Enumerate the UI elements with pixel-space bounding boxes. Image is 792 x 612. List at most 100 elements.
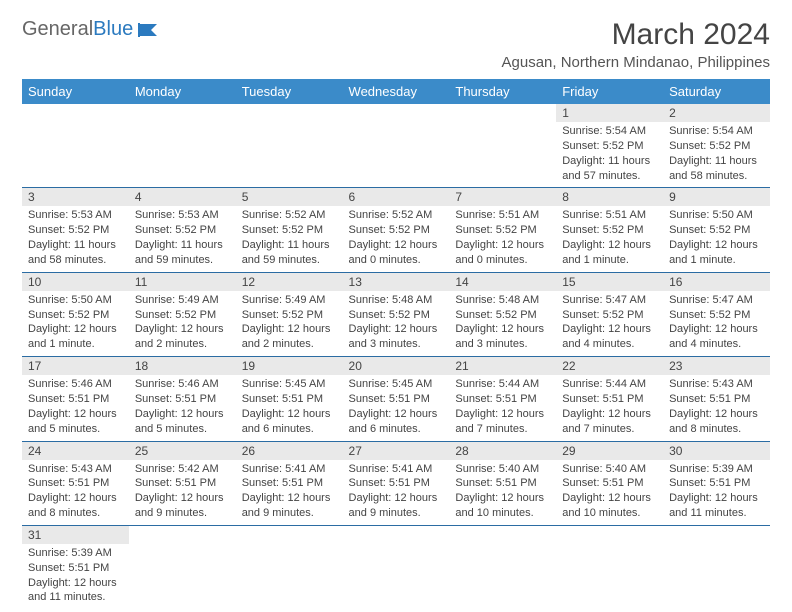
day-info: Sunrise: 5:40 AMSunset: 5:51 PMDaylight:… — [556, 460, 663, 525]
calendar-cell: 28Sunrise: 5:40 AMSunset: 5:51 PMDayligh… — [449, 441, 556, 525]
day-number: 29 — [556, 442, 663, 460]
day-number: 4 — [129, 188, 236, 206]
calendar-cell — [22, 104, 129, 188]
day-info: Sunrise: 5:53 AMSunset: 5:52 PMDaylight:… — [22, 206, 129, 271]
logo-text-general: General — [22, 18, 93, 41]
calendar-cell: 7Sunrise: 5:51 AMSunset: 5:52 PMDaylight… — [449, 188, 556, 272]
day-number: 25 — [129, 442, 236, 460]
calendar-table: Sunday Monday Tuesday Wednesday Thursday… — [22, 79, 770, 609]
table-row: 1Sunrise: 5:54 AMSunset: 5:52 PMDaylight… — [22, 104, 770, 188]
day-number: 8 — [556, 188, 663, 206]
day-info: Sunrise: 5:54 AMSunset: 5:52 PMDaylight:… — [663, 122, 770, 187]
calendar-cell — [129, 525, 236, 609]
day-number: 3 — [22, 188, 129, 206]
day-info: Sunrise: 5:52 AMSunset: 5:52 PMDaylight:… — [343, 206, 450, 271]
day-number: 28 — [449, 442, 556, 460]
header-monday: Monday — [129, 79, 236, 104]
calendar-cell: 13Sunrise: 5:48 AMSunset: 5:52 PMDayligh… — [343, 272, 450, 356]
table-row: 10Sunrise: 5:50 AMSunset: 5:52 PMDayligh… — [22, 272, 770, 356]
day-number: 16 — [663, 273, 770, 291]
header-tuesday: Tuesday — [236, 79, 343, 104]
day-number: 5 — [236, 188, 343, 206]
day-number: 18 — [129, 357, 236, 375]
day-number: 13 — [343, 273, 450, 291]
calendar-cell: 29Sunrise: 5:40 AMSunset: 5:51 PMDayligh… — [556, 441, 663, 525]
calendar-cell: 2Sunrise: 5:54 AMSunset: 5:52 PMDaylight… — [663, 104, 770, 188]
day-header-row: Sunday Monday Tuesday Wednesday Thursday… — [22, 79, 770, 104]
calendar-cell: 14Sunrise: 5:48 AMSunset: 5:52 PMDayligh… — [449, 272, 556, 356]
calendar-cell: 22Sunrise: 5:44 AMSunset: 5:51 PMDayligh… — [556, 357, 663, 441]
calendar-cell — [236, 104, 343, 188]
day-number: 10 — [22, 273, 129, 291]
day-info: Sunrise: 5:52 AMSunset: 5:52 PMDaylight:… — [236, 206, 343, 271]
calendar-cell: 4Sunrise: 5:53 AMSunset: 5:52 PMDaylight… — [129, 188, 236, 272]
day-info: Sunrise: 5:54 AMSunset: 5:52 PMDaylight:… — [556, 122, 663, 187]
day-number: 7 — [449, 188, 556, 206]
day-info: Sunrise: 5:46 AMSunset: 5:51 PMDaylight:… — [129, 375, 236, 440]
calendar-cell: 31Sunrise: 5:39 AMSunset: 5:51 PMDayligh… — [22, 525, 129, 609]
day-info: Sunrise: 5:41 AMSunset: 5:51 PMDaylight:… — [236, 460, 343, 525]
calendar-cell: 5Sunrise: 5:52 AMSunset: 5:52 PMDaylight… — [236, 188, 343, 272]
day-info: Sunrise: 5:51 AMSunset: 5:52 PMDaylight:… — [556, 206, 663, 271]
calendar-cell: 15Sunrise: 5:47 AMSunset: 5:52 PMDayligh… — [556, 272, 663, 356]
location: Agusan, Northern Mindanao, Philippines — [502, 54, 771, 71]
day-info: Sunrise: 5:48 AMSunset: 5:52 PMDaylight:… — [343, 291, 450, 356]
day-info: Sunrise: 5:49 AMSunset: 5:52 PMDaylight:… — [129, 291, 236, 356]
day-info: Sunrise: 5:41 AMSunset: 5:51 PMDaylight:… — [343, 460, 450, 525]
day-info: Sunrise: 5:44 AMSunset: 5:51 PMDaylight:… — [556, 375, 663, 440]
calendar-cell — [343, 525, 450, 609]
calendar-cell: 25Sunrise: 5:42 AMSunset: 5:51 PMDayligh… — [129, 441, 236, 525]
table-row: 3Sunrise: 5:53 AMSunset: 5:52 PMDaylight… — [22, 188, 770, 272]
calendar-cell — [449, 104, 556, 188]
table-row: 17Sunrise: 5:46 AMSunset: 5:51 PMDayligh… — [22, 357, 770, 441]
calendar-cell: 20Sunrise: 5:45 AMSunset: 5:51 PMDayligh… — [343, 357, 450, 441]
calendar-cell: 17Sunrise: 5:46 AMSunset: 5:51 PMDayligh… — [22, 357, 129, 441]
day-info: Sunrise: 5:43 AMSunset: 5:51 PMDaylight:… — [22, 460, 129, 525]
calendar-cell: 19Sunrise: 5:45 AMSunset: 5:51 PMDayligh… — [236, 357, 343, 441]
day-number: 26 — [236, 442, 343, 460]
day-number: 22 — [556, 357, 663, 375]
calendar-cell: 23Sunrise: 5:43 AMSunset: 5:51 PMDayligh… — [663, 357, 770, 441]
calendar-cell: 21Sunrise: 5:44 AMSunset: 5:51 PMDayligh… — [449, 357, 556, 441]
day-info: Sunrise: 5:45 AMSunset: 5:51 PMDaylight:… — [343, 375, 450, 440]
day-number: 12 — [236, 273, 343, 291]
day-info: Sunrise: 5:51 AMSunset: 5:52 PMDaylight:… — [449, 206, 556, 271]
calendar-cell: 30Sunrise: 5:39 AMSunset: 5:51 PMDayligh… — [663, 441, 770, 525]
calendar-cell: 3Sunrise: 5:53 AMSunset: 5:52 PMDaylight… — [22, 188, 129, 272]
day-number: 30 — [663, 442, 770, 460]
calendar-cell: 8Sunrise: 5:51 AMSunset: 5:52 PMDaylight… — [556, 188, 663, 272]
calendar-cell: 6Sunrise: 5:52 AMSunset: 5:52 PMDaylight… — [343, 188, 450, 272]
calendar-cell — [663, 525, 770, 609]
day-info: Sunrise: 5:42 AMSunset: 5:51 PMDaylight:… — [129, 460, 236, 525]
calendar-cell: 11Sunrise: 5:49 AMSunset: 5:52 PMDayligh… — [129, 272, 236, 356]
calendar-cell: 16Sunrise: 5:47 AMSunset: 5:52 PMDayligh… — [663, 272, 770, 356]
day-info: Sunrise: 5:45 AMSunset: 5:51 PMDaylight:… — [236, 375, 343, 440]
header-wednesday: Wednesday — [343, 79, 450, 104]
day-info: Sunrise: 5:47 AMSunset: 5:52 PMDaylight:… — [663, 291, 770, 356]
day-info: Sunrise: 5:46 AMSunset: 5:51 PMDaylight:… — [22, 375, 129, 440]
day-number: 21 — [449, 357, 556, 375]
header: GeneralBlue March 2024 Agusan, Northern … — [22, 18, 770, 71]
calendar-cell: 10Sunrise: 5:50 AMSunset: 5:52 PMDayligh… — [22, 272, 129, 356]
day-info: Sunrise: 5:50 AMSunset: 5:52 PMDaylight:… — [663, 206, 770, 271]
calendar-cell — [556, 525, 663, 609]
day-number: 31 — [22, 526, 129, 544]
day-info: Sunrise: 5:39 AMSunset: 5:51 PMDaylight:… — [22, 544, 129, 609]
day-number: 1 — [556, 104, 663, 122]
day-number: 17 — [22, 357, 129, 375]
day-number: 6 — [343, 188, 450, 206]
day-number: 19 — [236, 357, 343, 375]
day-info: Sunrise: 5:43 AMSunset: 5:51 PMDaylight:… — [663, 375, 770, 440]
day-info: Sunrise: 5:47 AMSunset: 5:52 PMDaylight:… — [556, 291, 663, 356]
day-number: 2 — [663, 104, 770, 122]
calendar-cell: 9Sunrise: 5:50 AMSunset: 5:52 PMDaylight… — [663, 188, 770, 272]
calendar-cell — [236, 525, 343, 609]
day-number: 23 — [663, 357, 770, 375]
title-block: March 2024 Agusan, Northern Mindanao, Ph… — [502, 18, 771, 71]
day-number: 20 — [343, 357, 450, 375]
day-number: 9 — [663, 188, 770, 206]
calendar-cell: 26Sunrise: 5:41 AMSunset: 5:51 PMDayligh… — [236, 441, 343, 525]
header-sunday: Sunday — [22, 79, 129, 104]
day-number: 15 — [556, 273, 663, 291]
day-number: 27 — [343, 442, 450, 460]
